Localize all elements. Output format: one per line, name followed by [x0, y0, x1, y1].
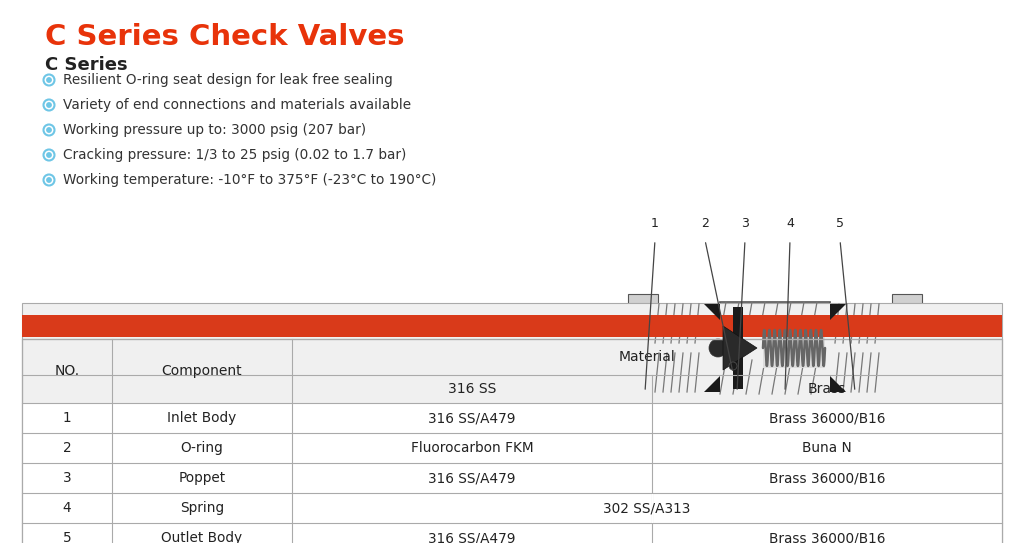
Circle shape [709, 339, 727, 357]
Text: NO.: NO. [54, 364, 80, 378]
Bar [830, 304, 930, 392]
Bar [555, 331, 775, 365]
Bar [912, 323, 930, 373]
Text: 2: 2 [62, 441, 72, 455]
Text: 302 SS/A313: 302 SS/A313 [603, 501, 690, 515]
Text: 5: 5 [62, 531, 72, 543]
Bar [830, 341, 995, 355]
Text: Resilient O-ring seat design for leak free sealing: Resilient O-ring seat design for leak fr… [63, 73, 393, 87]
Bar [892, 294, 922, 304]
Bar [788, 328, 794, 368]
Circle shape [47, 78, 51, 82]
Circle shape [47, 178, 51, 182]
Bar [22, 339, 1002, 543]
Polygon shape [830, 376, 846, 392]
Bar [738, 307, 743, 389]
Text: Cracking pressure: 1/3 to 25 psig (0.02 to 1.7 bar): Cracking pressure: 1/3 to 25 psig (0.02 … [63, 148, 407, 162]
Bar [22, 403, 1002, 543]
Bar [773, 328, 778, 368]
Text: O-ring: O-ring [180, 441, 223, 455]
Bar [555, 317, 620, 379]
Bar [720, 302, 830, 394]
Bar [555, 341, 670, 355]
Bar [804, 328, 810, 368]
Text: Working temperature: -10°F to 375°F (-23°C to 190°C): Working temperature: -10°F to 375°F (-23… [63, 173, 436, 187]
Text: 1: 1 [651, 217, 658, 230]
Text: Poppet: Poppet [178, 471, 225, 485]
Bar [628, 294, 658, 304]
Text: Outlet Body: Outlet Body [162, 531, 243, 543]
Bar [22, 303, 1002, 543]
Text: Inlet Body: Inlet Body [167, 411, 237, 425]
Text: Component: Component [162, 364, 243, 378]
Circle shape [729, 362, 737, 370]
Text: 2: 2 [701, 217, 709, 230]
Polygon shape [705, 304, 720, 320]
Text: C Series Check Valves: C Series Check Valves [45, 23, 404, 51]
Circle shape [47, 103, 51, 107]
Text: Variety of end connections and materials available: Variety of end connections and materials… [63, 98, 411, 112]
Text: Buna N: Buna N [802, 441, 852, 455]
Bar [22, 315, 1002, 337]
Bar [620, 304, 720, 392]
Bar [810, 328, 815, 368]
Text: Material: Material [618, 350, 676, 364]
Text: 5: 5 [836, 217, 844, 230]
Text: 316 SS/A479: 316 SS/A479 [428, 471, 516, 485]
Text: Spring: Spring [180, 501, 224, 515]
Bar [815, 328, 820, 368]
Text: 4: 4 [62, 501, 72, 515]
Polygon shape [723, 326, 757, 370]
Text: Working pressure up to: 3000 psig (207 bar): Working pressure up to: 3000 psig (207 b… [63, 123, 367, 137]
Bar [778, 328, 783, 368]
Bar [783, 328, 788, 368]
Bar [628, 392, 658, 402]
Polygon shape [705, 376, 720, 392]
Bar [820, 328, 825, 368]
Text: 316 SS/A479: 316 SS/A479 [428, 531, 516, 543]
Bar [620, 323, 638, 373]
Text: 3: 3 [62, 471, 72, 485]
Circle shape [47, 153, 51, 157]
Bar [763, 328, 768, 368]
Text: Brass: Brass [808, 382, 846, 396]
Bar [733, 307, 738, 389]
Text: 3: 3 [741, 217, 749, 230]
Bar [930, 317, 995, 379]
Bar [775, 331, 995, 365]
Text: C Series: C Series [45, 56, 128, 74]
Bar [768, 328, 773, 368]
Text: 316 SS/A479: 316 SS/A479 [428, 411, 516, 425]
Text: Brass 36000/B16: Brass 36000/B16 [769, 531, 885, 543]
Circle shape [47, 128, 51, 132]
Text: Fluorocarbon FKM: Fluorocarbon FKM [411, 441, 534, 455]
Bar [799, 328, 804, 368]
Text: Brass 36000/B16: Brass 36000/B16 [769, 411, 885, 425]
Text: 316 SS: 316 SS [447, 382, 497, 396]
Bar [794, 328, 799, 368]
Polygon shape [830, 304, 846, 320]
Bar [892, 392, 922, 402]
Text: 1: 1 [62, 411, 72, 425]
Text: Brass 36000/B16: Brass 36000/B16 [769, 471, 885, 485]
Text: 4: 4 [786, 217, 794, 230]
